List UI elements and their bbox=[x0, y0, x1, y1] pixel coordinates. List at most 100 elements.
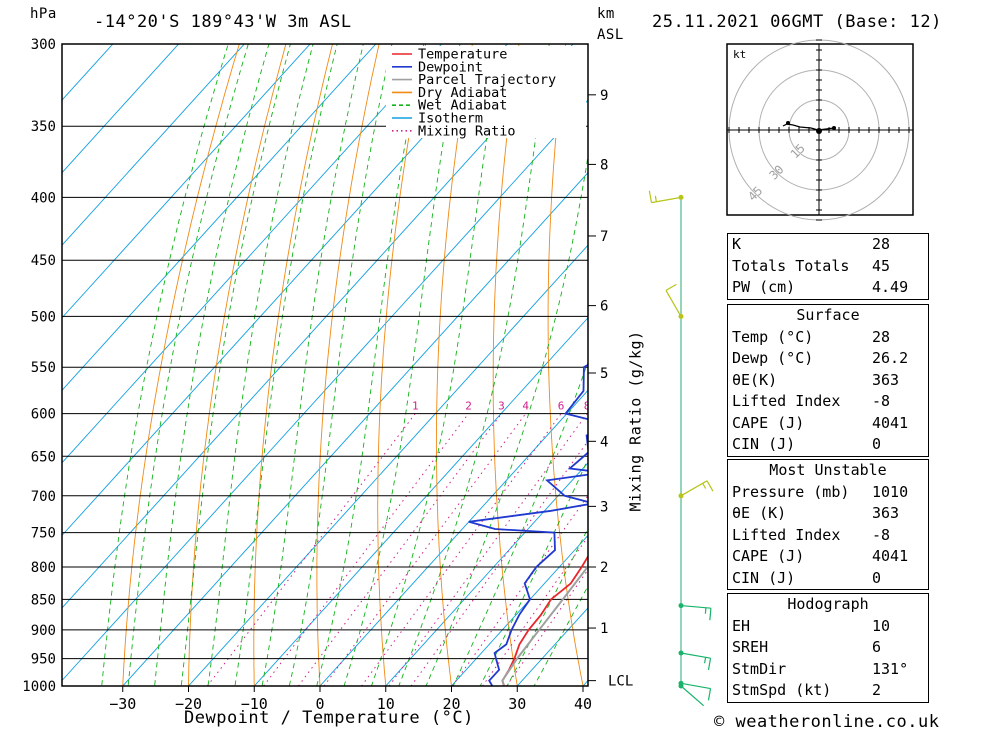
mixing-ratio-label: 2 bbox=[465, 400, 472, 413]
pressure-tick-label: 700 bbox=[31, 489, 56, 505]
mu-cin-value: 0 bbox=[872, 568, 882, 587]
altitude-tick-label: 6 bbox=[600, 299, 608, 315]
surface-thetae-value: 363 bbox=[872, 370, 900, 389]
isotherm-line bbox=[62, 44, 114, 101]
plot-frame bbox=[61, 43, 589, 687]
dry-adiabat-line bbox=[253, 44, 333, 686]
mixing-ratio-axis-title: Mixing Ratio (g/kg) bbox=[626, 330, 645, 512]
parcel-trajectory-line bbox=[501, 564, 588, 686]
index-pw-value: 4.49 bbox=[872, 278, 909, 296]
stmdir-value: 131° bbox=[872, 659, 909, 678]
index-tt-value: 45 bbox=[872, 256, 891, 275]
right-axis-unit-km: km bbox=[597, 6, 615, 22]
isotherm-line bbox=[62, 44, 245, 246]
wind-barb-staff bbox=[680, 685, 705, 707]
pressure-tick-label: 500 bbox=[31, 309, 56, 325]
wet-adiabat-line bbox=[207, 44, 314, 686]
wet-adiabat-line bbox=[261, 44, 364, 686]
wet-adiabat-line bbox=[127, 44, 249, 686]
pressure-tick-label: 750 bbox=[31, 526, 56, 542]
wind-barb-feather bbox=[665, 283, 677, 291]
mixing-ratio-label: 4 bbox=[522, 400, 529, 413]
sreh-label: SREH bbox=[732, 638, 769, 656]
mu-cin-label: CIN (J) bbox=[732, 568, 796, 587]
dry-adiabat-line bbox=[653, 0, 722, 712]
temperature-line bbox=[501, 554, 588, 686]
pressure-tick-label: 300 bbox=[31, 37, 56, 53]
location-title: -14°20'S 189°43'W 3m ASL bbox=[94, 12, 352, 32]
pressure-tick-label: 850 bbox=[31, 592, 56, 608]
sreh-value: 6 bbox=[872, 638, 882, 656]
legend-label: Wet Adiabat bbox=[418, 98, 507, 114]
pressure-tick-label: 600 bbox=[31, 407, 56, 423]
temperature-tick-label: −30 bbox=[109, 695, 136, 713]
eh-value: 10 bbox=[872, 616, 891, 635]
altitude-tick-label: 2 bbox=[600, 560, 608, 576]
axes: 3003504004505005506006507007508008509009… bbox=[22, 37, 633, 713]
copyright-footer: © weatheronline.co.uk bbox=[714, 712, 940, 732]
legend-label: Parcel Trajectory bbox=[418, 72, 556, 88]
pressure-tick-label: 950 bbox=[31, 652, 56, 668]
wind-barb-staff bbox=[680, 682, 711, 690]
dry-adiabat-line bbox=[316, 44, 380, 686]
stmdir-label: StmDir bbox=[732, 659, 787, 678]
mu-li-value: -8 bbox=[872, 525, 891, 544]
pressure-tick-label: 800 bbox=[31, 560, 56, 576]
mu-pressure-label: Pressure (mb) bbox=[732, 482, 850, 501]
pressure-tick-label: 400 bbox=[31, 190, 56, 206]
mixing-ratio-line bbox=[361, 413, 562, 686]
isotherm-line bbox=[62, 44, 443, 464]
wind-barb-feather bbox=[707, 658, 712, 671]
wet-adiabat-line bbox=[479, 457, 588, 686]
dry-adiabat-line bbox=[980, 0, 1000, 712]
hodograph-box: Hodograph EH 10 SREH 6 StmDir 131° StmSpd (… bbox=[727, 593, 929, 703]
mu-cape-label: CAPE (J) bbox=[732, 547, 805, 565]
isotherm-line bbox=[450, 534, 588, 686]
index-k-label: K bbox=[732, 235, 742, 253]
altitude-tick-label: 1 bbox=[600, 621, 608, 637]
surface-cape-label: CAPE (J) bbox=[732, 413, 805, 432]
pressure-tick-label: 650 bbox=[31, 449, 56, 465]
wet-adiabat-line bbox=[343, 44, 461, 686]
index-pw-label: PW (cm) bbox=[732, 278, 796, 296]
temperature-tick-label: 10 bbox=[377, 695, 395, 713]
isotherm-line bbox=[187, 244, 588, 686]
temperature-tick-label: 40 bbox=[574, 695, 592, 713]
surface-cape-value: 4041 bbox=[872, 413, 909, 432]
isotherm-line bbox=[385, 462, 588, 686]
mixing-ratio-label: 8 bbox=[584, 400, 591, 413]
wind-barb-feather bbox=[702, 483, 707, 489]
left-axis-unit: hPa bbox=[30, 6, 57, 22]
surface-cin-label: CIN (J) bbox=[732, 435, 796, 453]
temperature-tick-label: 0 bbox=[315, 695, 324, 713]
altitude-tick-label: 9 bbox=[600, 88, 608, 104]
hodograph-unit-label: kt bbox=[733, 48, 746, 61]
isotherm-line bbox=[62, 44, 180, 174]
pressure-tick-label: 350 bbox=[31, 119, 56, 135]
temperature-tick-label: 20 bbox=[442, 695, 460, 713]
wind-barb-feather bbox=[704, 607, 707, 614]
wind-barb-staff bbox=[680, 652, 711, 659]
dry-adiabat-line bbox=[122, 44, 240, 686]
wind-barb-feather bbox=[706, 480, 714, 492]
wind-barb-feather bbox=[648, 190, 653, 203]
most-unstable-box: Most Unstable Pressure (mb) 1010 θE (K) 36… bbox=[727, 459, 929, 590]
index-k-value: 28 bbox=[872, 235, 891, 253]
x-axis-title: Dewpoint / Temperature (°C) bbox=[184, 708, 474, 728]
mixing-ratio-line bbox=[207, 413, 416, 686]
mixing-ratio-label: 3 bbox=[498, 400, 505, 413]
wet-adiabat-line bbox=[180, 44, 291, 686]
wet-adiabat-line bbox=[398, 44, 550, 686]
altitude-tick-label: LCL bbox=[608, 674, 633, 690]
wind-barb-feather bbox=[703, 657, 707, 664]
dry-adiabat-line bbox=[188, 44, 287, 686]
hodograph-storm-marker bbox=[816, 128, 822, 134]
mixing-ratio-line bbox=[297, 413, 502, 686]
surface-title: Surface bbox=[796, 306, 860, 324]
mixing-ratio-line bbox=[263, 413, 469, 686]
isotherm-line bbox=[319, 389, 588, 686]
isotherm-line bbox=[62, 44, 311, 319]
wet-adiabat-line bbox=[288, 44, 393, 686]
legend-label: Mixing Ratio bbox=[418, 123, 516, 139]
